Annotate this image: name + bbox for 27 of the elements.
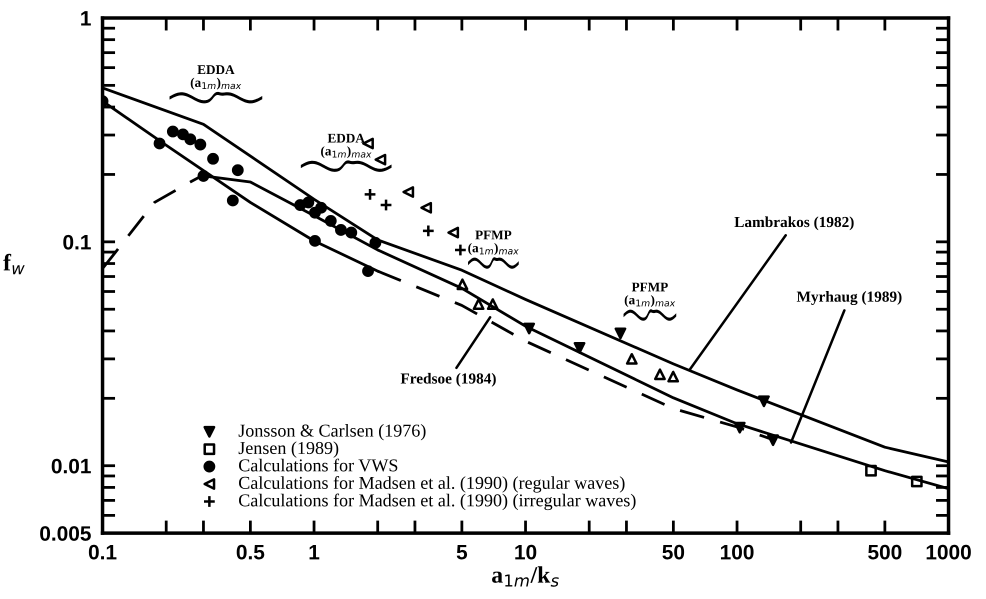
y-tick-label: 0.1 <box>63 234 91 250</box>
legend-label: Jonsson & Carlsen (1976) <box>238 424 426 440</box>
x-tick-label: 50 <box>662 544 684 560</box>
annotation: EDDA (a$_{1m}$)$_{max}$ <box>321 134 372 158</box>
x-tick-label: 10 <box>515 544 536 560</box>
y-tick-label: 1 <box>81 11 91 26</box>
legend-label: Calculations for Madsen et al. (1990) (irregular waves) <box>239 494 636 510</box>
x-tick-label: 0.5 <box>236 544 264 560</box>
legend-label: Calculations for Madsen et al. (1990) (regular waves) <box>239 476 625 493</box>
legend-label: Calculations for VWS <box>239 458 398 472</box>
x-tick-label: 1000 <box>926 544 971 560</box>
annotation: EDDA (a$_{1m}$)$_{max}$ <box>190 65 242 90</box>
x-tick-label: 5 <box>456 544 468 560</box>
annotation: PFMP (a$_{1m}$)$_{max}$ <box>468 230 519 255</box>
x-tick-label: 0.1 <box>88 544 116 560</box>
x-tick-label: 100 <box>720 544 754 560</box>
annotation: PFMP (a$_{1m}$)$_{max}$ <box>624 282 676 308</box>
y-axis-title: f$_{w}$ <box>3 254 25 274</box>
annotation: Myrhaug (1989) <box>796 291 902 306</box>
x-axis-title: a$_{1m}$/k$_{s}$ <box>492 566 559 587</box>
legend-label: Jensen (1989) <box>238 441 338 458</box>
annotation: Fredsoe (1984) <box>400 372 496 387</box>
y-tick-label: 0.01 <box>52 458 91 474</box>
y-tick-label: 0.005 <box>40 526 91 541</box>
x-tick-label: 1 <box>310 544 320 560</box>
annotation: Lambrakos (1982) <box>734 216 854 230</box>
x-tick-label: 500 <box>868 544 902 560</box>
